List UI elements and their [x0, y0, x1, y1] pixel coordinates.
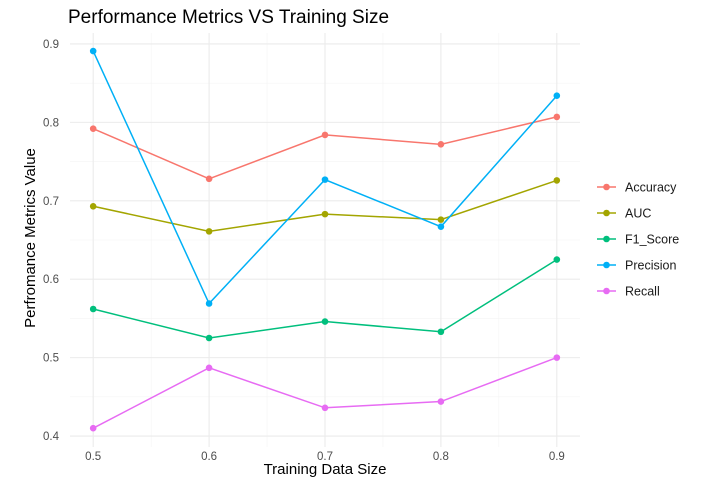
x-axis-tick-labels: 0.5 0.6 0.7 0.8 0.9: [85, 451, 565, 463]
y-axis-tick-labels: 0.4 0.5 0.6 0.7 0.8 0.9: [43, 39, 60, 443]
legend-key-point-auc: [603, 209, 610, 217]
data-point-f1-score: [89, 305, 97, 313]
data-point-accuracy: [437, 141, 445, 148]
data-point-recall: [205, 364, 213, 372]
series-points: [89, 47, 561, 432]
chart-title: Performance Metrics VS Training Size: [68, 7, 389, 28]
legend: Accuracy AUC F1_Score Precision Recall: [597, 181, 679, 299]
legend-key-point-accuracy: [603, 183, 610, 191]
y-tick-label: 0.6: [43, 274, 59, 286]
data-point-precision: [89, 47, 97, 55]
y-tick-label: 0.4: [43, 431, 60, 443]
legend-label-accuracy: Accuracy: [625, 181, 677, 195]
legend-key-point-precision: [603, 261, 610, 269]
x-tick-label: 0.8: [433, 451, 449, 463]
y-axis-title: Perfromance Metrics Value: [22, 148, 39, 328]
legend-label-auc: AUC: [625, 207, 651, 221]
data-point-auc: [553, 177, 561, 184]
data-point-accuracy: [321, 131, 329, 139]
data-point-accuracy: [205, 175, 213, 183]
data-point-auc: [89, 202, 97, 210]
legend-label-precision: Precision: [625, 259, 676, 273]
data-point-precision: [205, 300, 213, 307]
data-point-precision: [437, 223, 445, 230]
y-tick-label: 0.7: [43, 196, 59, 208]
y-tick-label: 0.9: [43, 39, 59, 51]
x-tick-label: 0.9: [549, 451, 565, 463]
data-point-recall: [437, 398, 445, 405]
data-point-auc: [437, 216, 445, 223]
x-tick-label: 0.5: [85, 451, 101, 463]
data-point-precision: [321, 176, 329, 183]
y-tick-label: 0.8: [43, 117, 59, 129]
data-point-auc: [205, 228, 213, 235]
legend-label-recall: Recall: [625, 285, 660, 299]
data-point-recall: [553, 354, 561, 361]
data-point-accuracy: [553, 113, 561, 121]
data-point-accuracy: [89, 125, 97, 132]
legend-key-point-f1-score: [603, 235, 610, 243]
data-point-auc: [321, 210, 329, 218]
data-point-f1-score: [205, 334, 213, 342]
x-tick-label: 0.6: [201, 451, 217, 463]
data-point-precision: [553, 92, 561, 100]
y-tick-label: 0.5: [43, 353, 59, 365]
x-axis-title: Training Data Size: [264, 461, 387, 478]
data-point-f1-score: [437, 328, 445, 336]
data-point-f1-score: [321, 318, 329, 325]
data-point-recall: [321, 404, 329, 412]
data-point-f1-score: [553, 256, 561, 263]
data-point-recall: [89, 424, 97, 432]
x-tick-label: 0.7: [317, 451, 333, 463]
legend-label-f1-score: F1_Score: [625, 233, 679, 247]
legend-key-point-recall: [603, 287, 610, 295]
